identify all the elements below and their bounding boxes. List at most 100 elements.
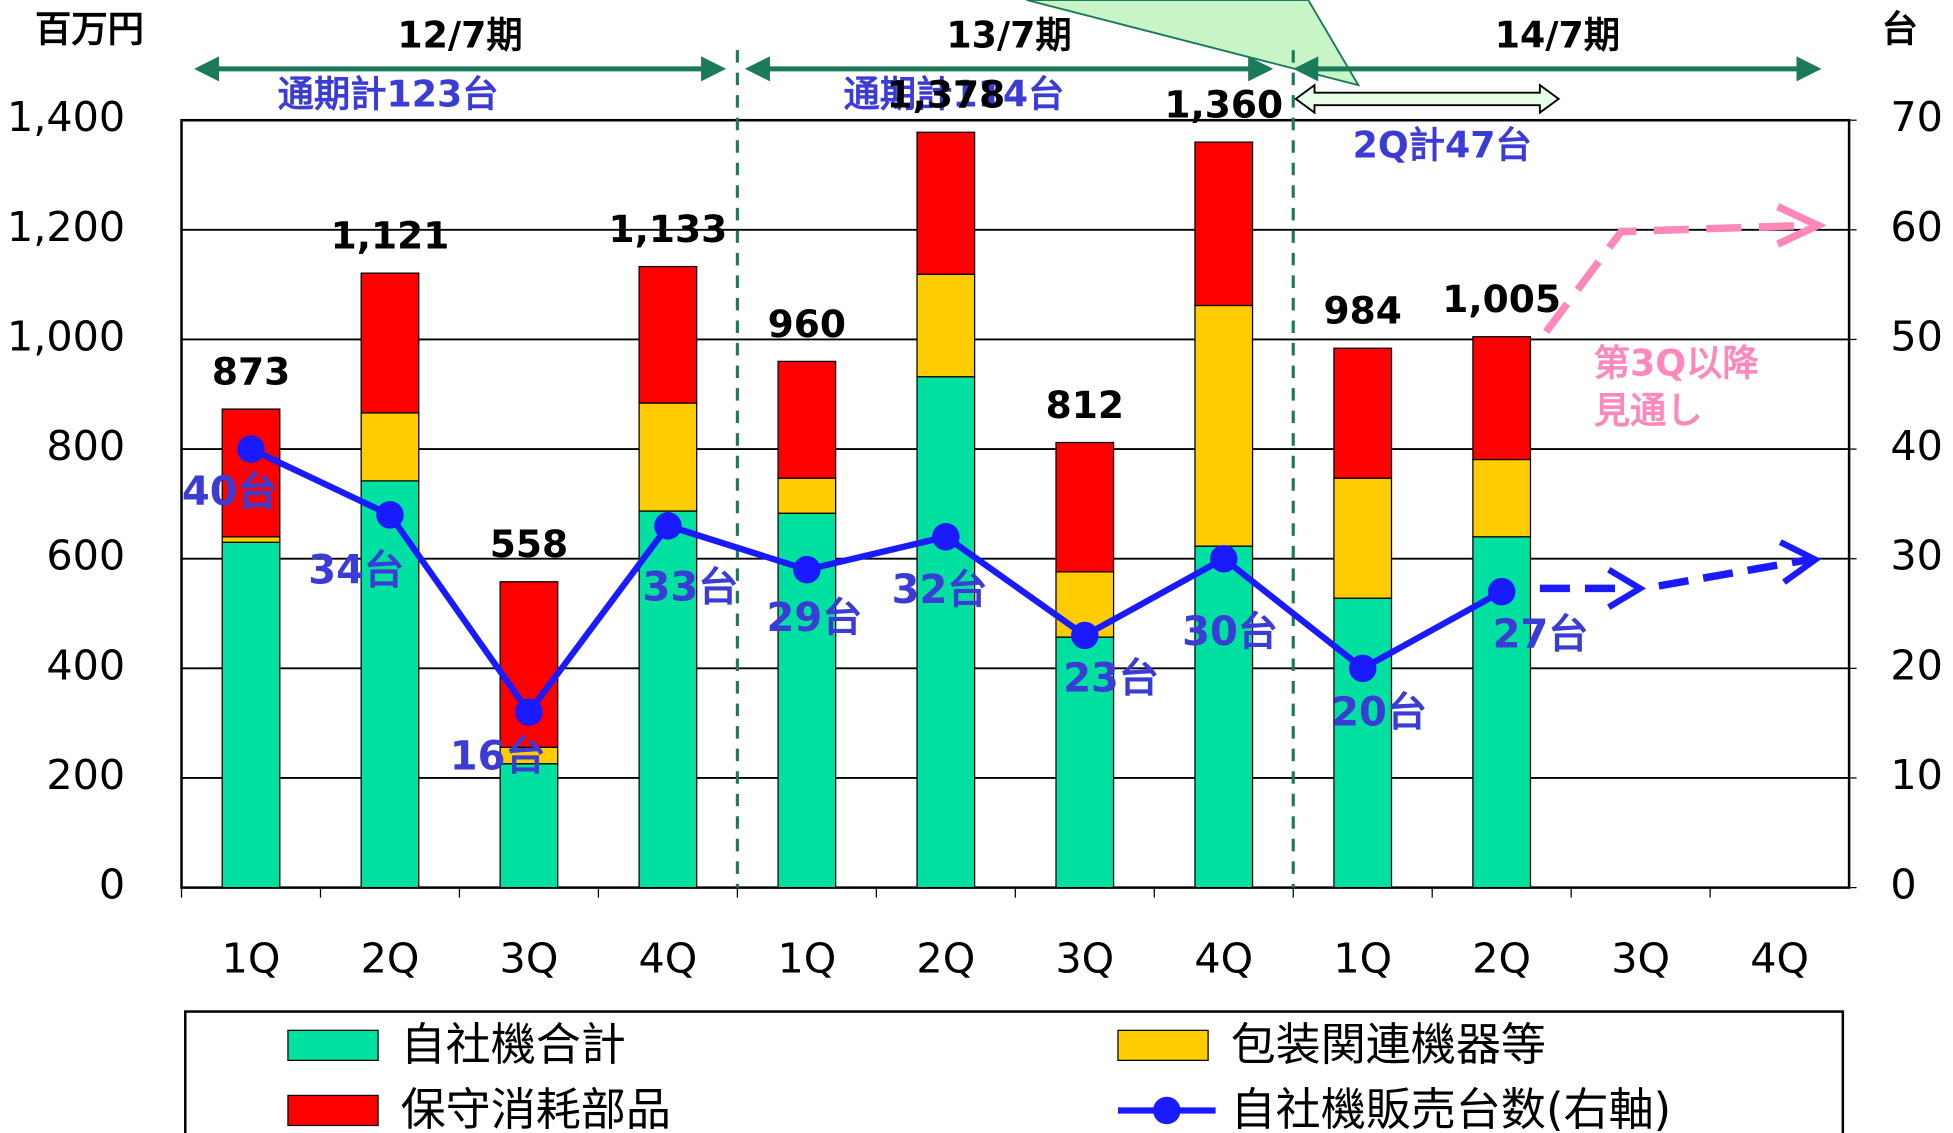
bar-segment [1333, 597, 1393, 889]
bar-segment [1333, 477, 1393, 599]
line-point [793, 555, 821, 584]
bar-segment [360, 272, 420, 414]
forecast-head [1607, 566, 1647, 610]
legend-swatch [287, 1094, 379, 1127]
forecast-head [1778, 539, 1822, 585]
period-label: 13/7期 [946, 14, 1071, 57]
total-label: 960 [768, 302, 846, 346]
legend-swatch [1117, 1029, 1209, 1062]
x-tick-label: 4Q [1750, 934, 1809, 982]
period-summary: 通期計123台 [278, 72, 499, 115]
legend-dot [1153, 1096, 1181, 1125]
period-label: 14/7期 [1495, 14, 1620, 57]
y2-tick-label: 30 [1890, 532, 1943, 580]
y-tick-label: 400 [46, 641, 125, 689]
y-tick-label: 1,200 [7, 203, 125, 251]
line-point [1071, 621, 1099, 650]
y2-unit: 台 [1882, 7, 1918, 50]
total-label: 812 [1046, 383, 1124, 427]
data-label: 29台 [766, 595, 862, 641]
bar-segment [638, 510, 698, 889]
y-tick-label: 1,400 [7, 93, 125, 141]
data-label: 33台 [643, 565, 739, 611]
legend-label: 自社機販売台数(右軸) [1231, 1083, 1672, 1133]
data-label: 23台 [1063, 656, 1159, 702]
bar-segment [638, 265, 698, 404]
y-tick-label: 800 [46, 422, 125, 470]
x-tick-label: 2Q [916, 934, 975, 982]
legend-label: 包装関連機器等 [1231, 1018, 1546, 1071]
y2-tick-label: 40 [1890, 422, 1943, 470]
y-tick-label: 0 [99, 861, 125, 909]
x-tick-label: 2Q [1472, 934, 1531, 982]
total-label: 558 [490, 522, 568, 566]
total-label: 1,121 [331, 214, 450, 258]
bar-segment [638, 402, 698, 512]
data-label: 16台 [450, 734, 546, 780]
legend-label: 自社機合計 [401, 1018, 626, 1071]
bar-segment [777, 477, 837, 514]
y2-tick-label: 60 [1890, 203, 1943, 251]
line-point [932, 523, 960, 551]
period-summary: 通期計114台 [843, 72, 1064, 115]
total-label: 1,360 [1164, 83, 1283, 127]
bar-segment [916, 376, 976, 889]
bar-segment [221, 536, 281, 543]
y2-tick-label: 20 [1890, 641, 1943, 689]
bar-segment [499, 763, 559, 889]
period-summary: 2Q計47台 [1353, 124, 1532, 167]
forecast-arrow [1539, 555, 1810, 593]
line [249, 446, 1504, 718]
line-point [1348, 654, 1377, 683]
summary-arrow [1294, 83, 1561, 115]
x-tick-label: 1Q [222, 934, 281, 982]
x-tick-label: 3Q [500, 934, 559, 982]
callout [1026, 0, 1361, 87]
total-label: 873 [212, 350, 290, 394]
data-label: 34台 [308, 547, 404, 593]
legend-label: 保守消耗部品 [401, 1083, 671, 1133]
bar-segment [1472, 336, 1532, 461]
bar-segment [1055, 441, 1115, 573]
line-point [376, 501, 404, 529]
bar-segment [1194, 545, 1254, 889]
bar-segment [360, 480, 420, 889]
x-tick-label: 2Q [361, 934, 420, 982]
bar-segment [916, 273, 976, 378]
bar-segment [1472, 458, 1532, 538]
x-tick-label: 1Q [777, 934, 836, 982]
forecast-arrow [1543, 221, 1810, 335]
y2-tick-label: 0 [1890, 861, 1916, 909]
line-point [1209, 544, 1238, 573]
total-label: 984 [1324, 289, 1402, 333]
bar-segment [1055, 636, 1115, 889]
bar-segment [1194, 141, 1254, 307]
y-tick-label: 200 [46, 751, 125, 799]
y2-tick-label: 70 [1890, 93, 1943, 141]
forecast-head [1776, 203, 1827, 248]
bar-segment [221, 408, 281, 538]
total-label: 1,005 [1442, 277, 1561, 321]
total-label: 1,133 [609, 207, 728, 251]
x-tick-label: 3Q [1611, 934, 1670, 982]
data-label: 32台 [892, 567, 988, 613]
x-tick-label: 3Q [1055, 934, 1114, 982]
total-label: 1,378 [886, 73, 1005, 117]
bar-segment [916, 131, 976, 275]
bar-segment [360, 412, 420, 482]
forecast-note: 第3Q以降 [1594, 342, 1760, 385]
x-tick-label: 1Q [1333, 934, 1392, 982]
bar-segment [1333, 347, 1393, 479]
y-tick-label: 1,000 [7, 312, 125, 360]
line-point [515, 698, 543, 726]
x-tick-label: 4Q [639, 934, 698, 982]
legend-swatch [287, 1029, 379, 1062]
y2-tick-label: 50 [1890, 312, 1943, 360]
legend-frame [184, 1010, 1845, 1133]
y-unit: 百万円 [35, 7, 144, 50]
data-label: 40台 [182, 469, 278, 515]
data-label: 20台 [1331, 690, 1427, 736]
line-point [1487, 577, 1516, 606]
